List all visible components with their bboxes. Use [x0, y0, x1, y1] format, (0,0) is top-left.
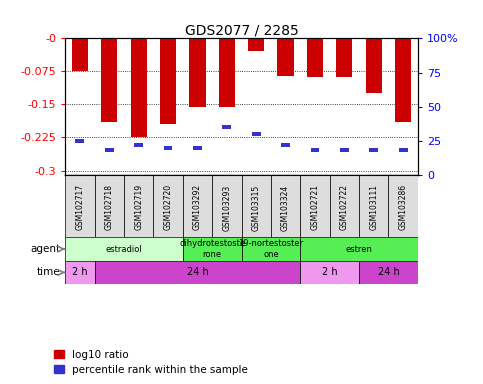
Bar: [124, 175, 154, 237]
Bar: [95, 175, 124, 237]
Bar: [164, 146, 172, 150]
Bar: [101, 38, 117, 122]
Text: GSM102718: GSM102718: [105, 184, 114, 230]
Bar: [398, 148, 408, 152]
Text: 24 h: 24 h: [378, 268, 399, 278]
Text: 2 h: 2 h: [72, 268, 88, 278]
Bar: [395, 38, 411, 122]
Bar: [134, 143, 143, 147]
Text: GSM103324: GSM103324: [281, 184, 290, 230]
Text: GSM103111: GSM103111: [369, 184, 378, 230]
Bar: [183, 175, 212, 237]
Text: estren: estren: [346, 245, 372, 253]
Text: 19-nortestoster
one: 19-nortestoster one: [238, 239, 303, 259]
Bar: [281, 143, 290, 147]
Bar: [359, 175, 388, 237]
Bar: [340, 148, 349, 152]
Text: GSM102717: GSM102717: [75, 184, 85, 230]
Bar: [193, 146, 202, 150]
Bar: [329, 175, 359, 237]
Bar: [75, 139, 85, 143]
Bar: [154, 175, 183, 237]
Text: GSM103315: GSM103315: [252, 184, 261, 230]
Text: GSM103293: GSM103293: [222, 184, 231, 230]
Text: time: time: [37, 268, 61, 278]
Bar: [72, 38, 88, 71]
Bar: [242, 175, 271, 237]
Bar: [242, 237, 300, 261]
Bar: [311, 148, 319, 152]
Bar: [95, 261, 300, 284]
Bar: [130, 38, 147, 137]
Bar: [65, 261, 95, 284]
Text: GSM102720: GSM102720: [164, 184, 172, 230]
Text: 24 h: 24 h: [186, 268, 208, 278]
Text: 2 h: 2 h: [322, 268, 338, 278]
Bar: [300, 175, 329, 237]
Legend: log10 ratio, percentile rank within the sample: log10 ratio, percentile rank within the …: [54, 350, 248, 375]
Bar: [212, 175, 242, 237]
Text: GSM103292: GSM103292: [193, 184, 202, 230]
Bar: [252, 132, 261, 136]
Bar: [300, 261, 359, 284]
Bar: [248, 38, 264, 51]
Text: GSM102722: GSM102722: [340, 184, 349, 230]
Bar: [65, 175, 95, 237]
Title: GDS2077 / 2285: GDS2077 / 2285: [185, 23, 298, 37]
Bar: [219, 38, 235, 107]
Bar: [278, 38, 294, 76]
Bar: [222, 125, 231, 129]
Bar: [307, 38, 323, 77]
Bar: [336, 38, 353, 77]
Bar: [271, 175, 300, 237]
Bar: [300, 237, 418, 261]
Bar: [388, 175, 418, 237]
Bar: [183, 237, 242, 261]
Bar: [359, 261, 418, 284]
Text: GSM102719: GSM102719: [134, 184, 143, 230]
Text: GSM103286: GSM103286: [398, 184, 408, 230]
Bar: [366, 38, 382, 93]
Bar: [105, 148, 114, 152]
Bar: [189, 38, 205, 107]
Bar: [369, 148, 378, 152]
Text: dihydrotestoste
rone: dihydrotestoste rone: [179, 239, 245, 259]
Text: agent: agent: [31, 244, 61, 254]
Text: estradiol: estradiol: [106, 245, 142, 253]
Text: GSM102721: GSM102721: [311, 184, 319, 230]
Bar: [160, 38, 176, 124]
Bar: [65, 237, 183, 261]
